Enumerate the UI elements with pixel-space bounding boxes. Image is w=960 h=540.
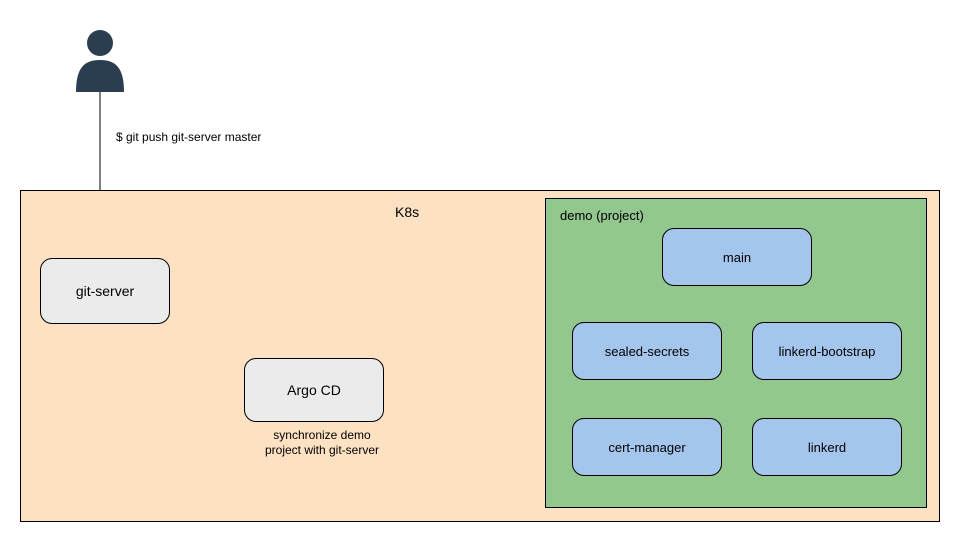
git-push-command-label: $ git push git-server master (116, 130, 261, 145)
argo-sync-line1: synchronize demo (273, 428, 370, 442)
user-icon (72, 28, 128, 92)
project-node-label: linkerd (808, 440, 846, 455)
project-node-main: main (662, 228, 812, 286)
argo-cd-node: Argo CD (244, 358, 384, 422)
git-server-node: git-server (40, 258, 170, 324)
argo-sync-description: synchronize demo project with git-server (252, 428, 392, 458)
project-node-label: cert-manager (608, 440, 685, 455)
project-node-linkerd-bootstrap: linkerd-bootstrap (752, 322, 902, 380)
argo-sync-line2: project with git-server (265, 443, 379, 457)
project-node-linkerd: linkerd (752, 418, 902, 476)
project-node-label: linkerd-bootstrap (779, 344, 876, 359)
project-node-sealed-secrets: sealed-secrets (572, 322, 722, 380)
project-node-label: sealed-secrets (605, 344, 690, 359)
git-server-label: git-server (76, 283, 134, 299)
diagram-canvas: K8s demo (project) $ git push git-server… (0, 0, 960, 540)
k8s-label: K8s (395, 204, 419, 222)
argo-cd-label: Argo CD (287, 382, 341, 398)
project-node-cert-manager: cert-manager (572, 418, 722, 476)
project-node-label: main (723, 250, 751, 265)
demo-project-label: demo (project) (560, 208, 644, 224)
